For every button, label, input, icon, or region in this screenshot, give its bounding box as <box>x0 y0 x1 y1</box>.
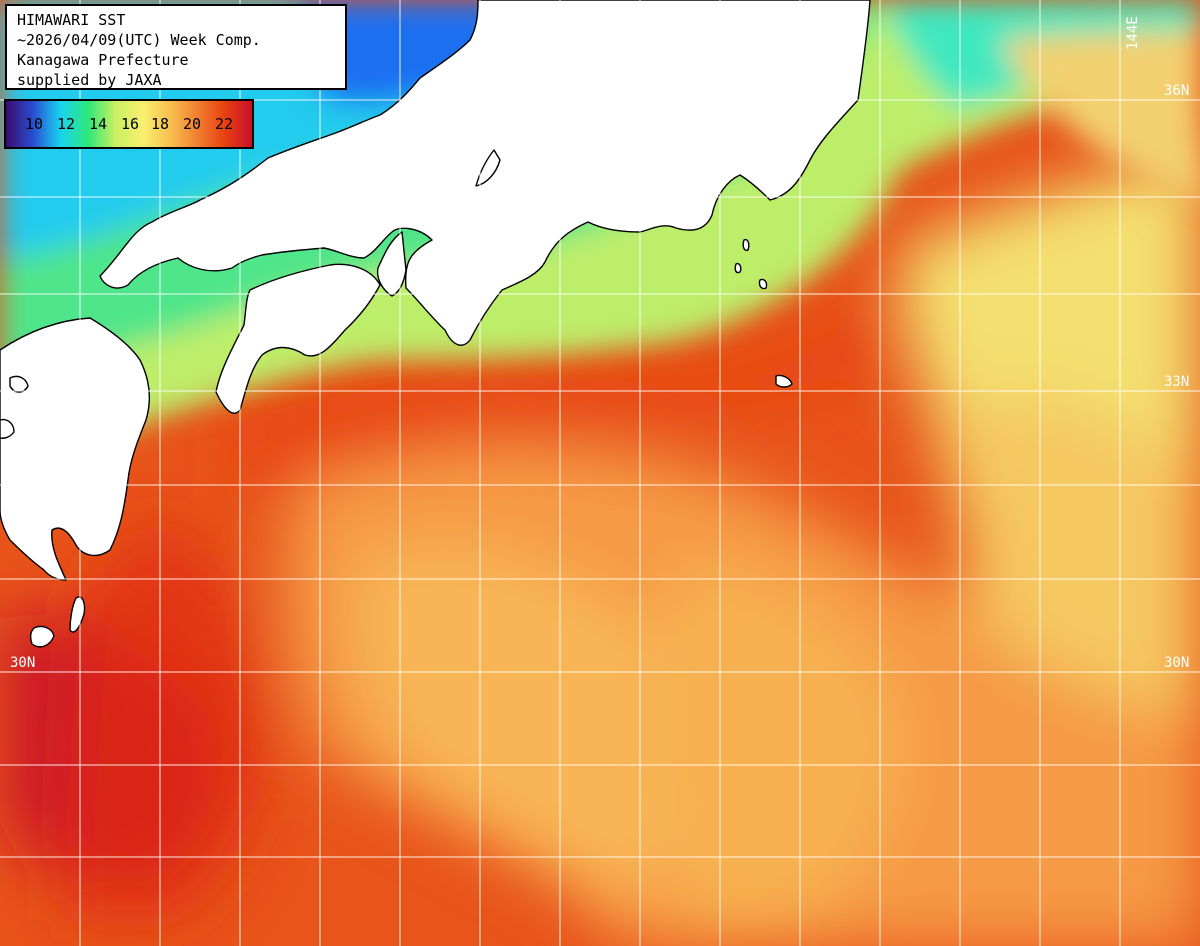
legend-label-22: 22 <box>215 115 234 133</box>
lat-label-30n-right: 30N <box>1164 655 1189 671</box>
lat-label-33n-right: 33N <box>1164 374 1189 390</box>
info-box: HIMAWARI SST ~2026/04/09(UTC) Week Comp. K… <box>5 4 347 90</box>
legend-label-20: 20 <box>183 115 202 133</box>
legend-label-16: 16 <box>121 115 140 133</box>
land-japan <box>0 0 871 648</box>
shikoku <box>215 263 381 414</box>
lon-label-144e: 144E <box>1125 16 1141 50</box>
legend-label-10: 10 <box>25 115 44 133</box>
legend-label-18: 18 <box>151 115 170 133</box>
legend-label-12: 12 <box>57 115 76 133</box>
kyushu <box>0 317 151 581</box>
color-legend: 10 12 14 16 18 20 22 <box>4 99 254 149</box>
legend-label-14: 14 <box>89 115 108 133</box>
sst-field <box>0 150 1200 946</box>
info-date: ~2026/04/09(UTC) Week Comp. <box>17 31 261 49</box>
lat-label-36n-right: 36N <box>1164 83 1189 99</box>
lat-label-30n-left: 30N <box>10 655 35 671</box>
info-supplier: supplied by JAXA <box>17 71 162 89</box>
info-title: HIMAWARI SST <box>17 11 126 29</box>
lon-label-136e: 136E <box>485 16 501 50</box>
info-prefecture: Kanagawa Prefecture <box>17 51 189 69</box>
